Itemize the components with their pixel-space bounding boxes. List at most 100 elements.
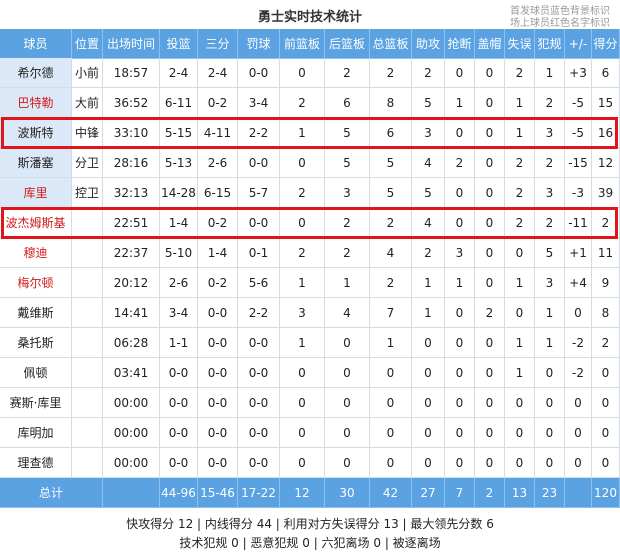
stat-cell bbox=[72, 358, 103, 388]
stat-cell: 0-0 bbox=[160, 358, 198, 388]
stat-cell: 1 bbox=[505, 88, 535, 118]
stat-cell: 0 bbox=[475, 448, 505, 478]
stat-cell: 1 bbox=[505, 328, 535, 358]
stat-cell: 2 bbox=[535, 88, 565, 118]
stat-cell: 18:57 bbox=[103, 58, 160, 88]
stat-cell: 0 bbox=[475, 148, 505, 178]
stat-cell: 0-0 bbox=[238, 448, 280, 478]
stat-cell: 0 bbox=[445, 388, 475, 418]
total-cell: 44-96 bbox=[160, 478, 198, 508]
stat-cell: -2 bbox=[565, 328, 592, 358]
stat-cell: 2 bbox=[412, 58, 445, 88]
stat-cell: 0 bbox=[475, 418, 505, 448]
stat-cell: 0 bbox=[280, 448, 325, 478]
stat-cell: 6 bbox=[592, 58, 620, 88]
stat-cell: 0-0 bbox=[198, 418, 238, 448]
stat-cell: 0 bbox=[280, 148, 325, 178]
total-cell: 2 bbox=[475, 478, 505, 508]
stat-cell: 0 bbox=[325, 448, 370, 478]
header-cell: 投篮 bbox=[160, 29, 198, 59]
stat-cell: 2 bbox=[445, 148, 475, 178]
stat-cell: 0 bbox=[592, 388, 620, 418]
stat-cell bbox=[72, 298, 103, 328]
stat-cell: +1 bbox=[565, 238, 592, 268]
stat-cell: 8 bbox=[592, 298, 620, 328]
header-cell: 球员 bbox=[0, 29, 72, 59]
stat-cell: 1-4 bbox=[198, 238, 238, 268]
stat-cell: 14:41 bbox=[103, 298, 160, 328]
stat-cell bbox=[72, 388, 103, 418]
stat-cell: +4 bbox=[565, 268, 592, 298]
stat-cell: 0 bbox=[325, 358, 370, 388]
player-name: 穆迪 bbox=[0, 238, 72, 268]
stat-cell: 0 bbox=[445, 358, 475, 388]
stat-cell: 控卫 bbox=[72, 178, 103, 208]
stat-cell: 1 bbox=[280, 268, 325, 298]
stat-cell: 3 bbox=[280, 298, 325, 328]
stat-cell: 0 bbox=[445, 58, 475, 88]
stat-cell: 2 bbox=[505, 58, 535, 88]
stat-cell bbox=[72, 418, 103, 448]
stat-cell: 0 bbox=[565, 418, 592, 448]
stat-cell: 0 bbox=[280, 358, 325, 388]
stat-cell: 0 bbox=[565, 298, 592, 328]
total-cell: 12 bbox=[280, 478, 325, 508]
stat-cell: 1 bbox=[505, 358, 535, 388]
total-cell: 27 bbox=[412, 478, 445, 508]
stat-cell: 0-0 bbox=[160, 388, 198, 418]
header-cell: 位置 bbox=[72, 29, 103, 59]
stat-cell: 0 bbox=[535, 358, 565, 388]
header-cell: 犯规 bbox=[535, 29, 565, 59]
stat-cell: 0 bbox=[475, 88, 505, 118]
stat-cell bbox=[72, 448, 103, 478]
note: 场上球员红色名字标识 bbox=[510, 18, 610, 29]
stat-cell: 3 bbox=[325, 178, 370, 208]
stat-cell: 0-0 bbox=[238, 328, 280, 358]
footer-line: 技术犯规 0 | 恶意犯规 0 | 六犯离场 0 | 被逐离场 bbox=[179, 536, 441, 550]
stat-cell: 8 bbox=[370, 88, 412, 118]
stat-cell: 1 bbox=[370, 328, 412, 358]
player-name: 希尔德 bbox=[0, 58, 72, 88]
stat-cell: 1 bbox=[280, 328, 325, 358]
stat-cell: 0 bbox=[280, 58, 325, 88]
stat-cell: 5-13 bbox=[160, 148, 198, 178]
stat-cell: 0-0 bbox=[160, 448, 198, 478]
stat-cell: 0 bbox=[475, 238, 505, 268]
stat-cell: 0-0 bbox=[160, 418, 198, 448]
header-cell: 罚球 bbox=[238, 29, 280, 59]
stat-cell: 1 bbox=[535, 58, 565, 88]
stat-cell: 14-28 bbox=[160, 178, 198, 208]
total-cell: 30 bbox=[325, 478, 370, 508]
stat-cell: 0 bbox=[475, 328, 505, 358]
stat-cell: 5-6 bbox=[238, 268, 280, 298]
stat-cell: 0-0 bbox=[198, 328, 238, 358]
stat-cell: 2 bbox=[475, 298, 505, 328]
stat-cell: 2-4 bbox=[198, 58, 238, 88]
total-cell: 17-22 bbox=[238, 478, 280, 508]
table-title: 勇士实时技术统计 bbox=[257, 10, 362, 25]
total-cell: 42 bbox=[370, 478, 412, 508]
stat-cell: 1 bbox=[445, 88, 475, 118]
stat-cell: 0-0 bbox=[238, 388, 280, 418]
stat-cell: 2 bbox=[505, 148, 535, 178]
stat-cell: 0 bbox=[535, 448, 565, 478]
stat-cell: -15 bbox=[565, 148, 592, 178]
header-cell: 三分 bbox=[198, 29, 238, 59]
stat-cell: 32:13 bbox=[103, 178, 160, 208]
total-cell: 总计 bbox=[0, 478, 103, 508]
stat-cell: 5 bbox=[535, 238, 565, 268]
stat-cell: 0 bbox=[412, 358, 445, 388]
stat-cell: 0 bbox=[535, 388, 565, 418]
stat-cell: 36:52 bbox=[103, 88, 160, 118]
stat-cell: 5-10 bbox=[160, 238, 198, 268]
stat-cell: 2 bbox=[370, 268, 412, 298]
stat-cell: 5 bbox=[412, 178, 445, 208]
stat-cell: 15 bbox=[592, 88, 620, 118]
player-name: 桑托斯 bbox=[0, 328, 72, 358]
stat-cell: 7 bbox=[370, 298, 412, 328]
stat-cell: 0 bbox=[445, 328, 475, 358]
stat-cell: 3 bbox=[445, 238, 475, 268]
stat-cell: 1 bbox=[412, 268, 445, 298]
stat-cell: 0 bbox=[475, 58, 505, 88]
stat-cell: 1 bbox=[412, 298, 445, 328]
